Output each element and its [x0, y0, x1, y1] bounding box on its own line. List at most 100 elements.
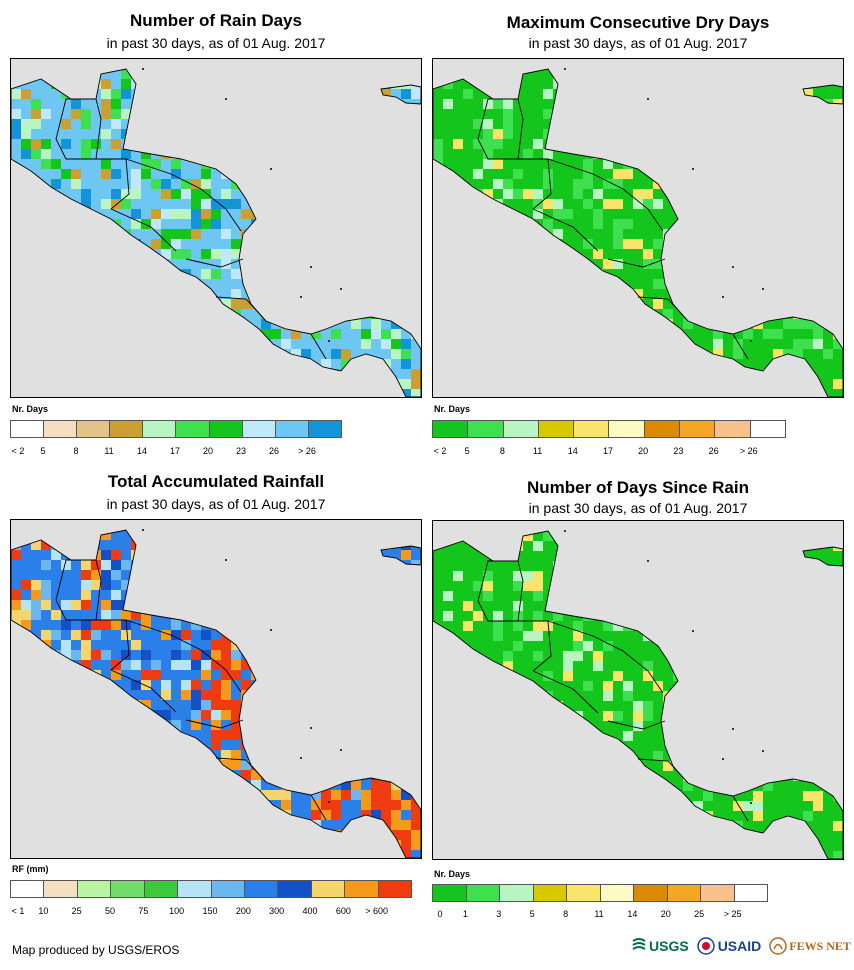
- panel-rain-days: Number of Rain Days in past 30 days, as …: [10, 0, 422, 470]
- legend-swatch: [667, 885, 701, 901]
- panel-rainfall: Total Accumulated Rainfall in past 30 da…: [10, 468, 422, 928]
- legend-label: 50: [104, 906, 116, 916]
- legend-swatch: [644, 421, 681, 437]
- legend-swatch: [574, 421, 610, 437]
- legend-swatch: [176, 421, 210, 437]
- legend-swatch: [275, 421, 309, 437]
- legend-swatch: [144, 881, 179, 897]
- panel-title: Number of Rain Days: [130, 11, 302, 30]
- legend-swatch: [701, 885, 735, 901]
- map-canvas: [433, 521, 843, 859]
- legend-labels: 0 1 3 5 8 11 14 20 25 > 25: [432, 909, 766, 921]
- legend-label: 300: [269, 906, 285, 916]
- legend-swatch: [503, 421, 539, 437]
- legend-label: 5: [529, 909, 535, 919]
- legend-swatch: [538, 421, 575, 437]
- legend-swatch: [609, 421, 645, 437]
- map-dry-days: [432, 58, 844, 398]
- map-canvas: [11, 520, 421, 858]
- legend-swatch: [466, 885, 500, 901]
- panel-title: Total Accumulated Rainfall: [107, 472, 325, 491]
- legend-swatch: [77, 421, 111, 437]
- legend-title: Nr. Days: [434, 869, 471, 879]
- legend-label: < 1: [11, 906, 25, 916]
- legend-label: 200: [235, 906, 251, 916]
- legend-label: 14: [567, 446, 578, 456]
- legend-swatch: [378, 881, 412, 897]
- legend-swatch: [209, 421, 243, 437]
- agency-logos: USGS USAID FEWS NET: [632, 934, 851, 958]
- legend-label: 26: [708, 446, 719, 456]
- legend-label: < 2: [11, 446, 25, 456]
- legend-swatch: [110, 421, 144, 437]
- panel-subtitle: in past 30 days, as of 01 Aug. 2017: [106, 35, 326, 51]
- legend-swatch: [734, 885, 767, 901]
- legend-label: 20: [638, 446, 649, 456]
- panel-subtitle: in past 30 days, as of 01 Aug. 2017: [106, 496, 326, 512]
- usgs-logo-icon[interactable]: USGS: [632, 938, 689, 954]
- map-credit: Map produced by USGS/EROS: [12, 943, 180, 957]
- legend-label: 17: [602, 446, 614, 456]
- panel-subtitle: in past 30 days, as of 01 Aug. 2017: [528, 35, 748, 51]
- legend-label: 10: [38, 906, 49, 916]
- legend-swatch: [278, 881, 312, 897]
- legend-bar: [10, 420, 342, 438]
- legend-bar: [10, 880, 412, 898]
- legend-labels: < 2 5 8 11 14 17 20 23 26 > 26: [432, 446, 784, 458]
- legend-bar: [432, 420, 786, 438]
- legend-label: 25: [71, 906, 82, 916]
- legend-swatch: [11, 881, 45, 897]
- legend-swatch: [311, 881, 346, 897]
- panel-title: Number of Days Since Rain: [526, 478, 749, 497]
- legend-label: 17: [169, 446, 181, 456]
- fewsnet-logo-text: FEWS NET: [789, 938, 851, 953]
- legend-label: 0: [437, 909, 443, 919]
- map-canvas: [11, 59, 421, 397]
- legend-label: 25: [694, 909, 705, 919]
- legend-swatch: [178, 881, 212, 897]
- legend-labels: < 2 5 8 11 14 17 20 23 26 > 26: [10, 446, 340, 458]
- legend-swatch: [433, 885, 467, 901]
- legend-swatch: [680, 421, 716, 437]
- legend-label: 600: [335, 906, 351, 916]
- legend-bar: [432, 884, 768, 902]
- legend-swatch: [715, 421, 751, 437]
- legend-swatch: [500, 885, 534, 901]
- legend-swatch: [308, 421, 341, 437]
- fewsnet-logo-icon[interactable]: FEWS NET: [769, 937, 851, 955]
- legend-label: 8: [499, 446, 505, 456]
- panel-since-rain: Number of Days Since Rain in past 30 day…: [432, 468, 844, 928]
- legend-label: 1: [462, 909, 468, 919]
- legend-label: 23: [235, 446, 247, 456]
- legend-label: 8: [563, 909, 569, 919]
- usgs-logo-text: USGS: [649, 938, 689, 954]
- legend-label: > 600: [365, 906, 389, 916]
- usaid-seal-icon[interactable]: USAID: [696, 937, 762, 955]
- legend-label: 8: [73, 446, 79, 456]
- legend-swatch: [634, 885, 668, 901]
- legend-label: 23: [673, 446, 684, 456]
- legend-title: RF (mm): [12, 864, 49, 874]
- legend-swatch: [242, 421, 276, 437]
- usaid-logo-text: USAID: [717, 938, 762, 954]
- legend-swatch: [433, 421, 469, 437]
- map-since-rain: [432, 520, 844, 860]
- legend-label: 3: [496, 909, 502, 919]
- panel-title: Maximum Consecutive Dry Days: [506, 13, 770, 32]
- legend-swatch: [143, 421, 177, 437]
- legend-label: 26: [268, 446, 280, 456]
- legend-swatch: [11, 421, 45, 437]
- legend-label: 14: [627, 909, 638, 919]
- legend-label: 11: [104, 446, 114, 456]
- legend-labels: < 1 10 25 50 75 100 150 200 300 400 600 > 600: [10, 906, 410, 918]
- legend-swatch: [44, 881, 78, 897]
- legend-label: < 2: [433, 446, 447, 456]
- legend-label: > 26: [739, 446, 758, 456]
- legend-swatch: [533, 885, 567, 901]
- panel-subtitle: in past 30 days, as of 01 Aug. 2017: [528, 500, 748, 516]
- map-rain-days: [10, 58, 422, 398]
- legend-label: 150: [202, 906, 218, 916]
- legend-label: 5: [40, 446, 46, 456]
- legend-swatch: [211, 881, 245, 897]
- legend-swatch: [44, 421, 78, 437]
